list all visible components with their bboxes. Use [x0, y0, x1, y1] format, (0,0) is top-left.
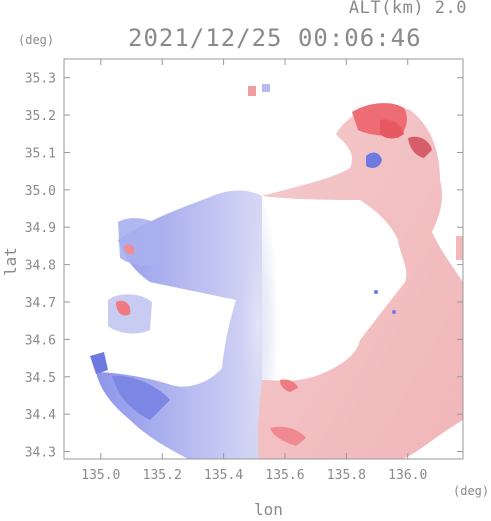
y-axis-ticks: 34.3 34.4 34.5 34.6 34.7 34.8 34.9 35.0 35.1 35.2…	[25, 72, 463, 461]
y-tick-label: 34.7	[25, 296, 56, 311]
y-tick-label: 35.0	[25, 184, 56, 199]
y-tick-label: 35.2	[25, 109, 56, 124]
y-tick-label: 34.6	[25, 333, 56, 348]
x-tick-label: 135.0	[81, 468, 120, 483]
x-axis-label: lon	[254, 500, 283, 519]
x-axis-unit: (deg)	[453, 484, 490, 498]
y-tick-label: 34.3	[25, 446, 56, 461]
positive-velocity-region	[257, 106, 463, 459]
x-tick-label: 135.4	[204, 468, 243, 483]
altitude-label: ALT(km) 2.0	[348, 0, 467, 18]
echo-field	[90, 84, 463, 459]
x-tick-label: 135.6	[265, 468, 304, 483]
y-axis-unit: (deg)	[18, 33, 55, 47]
y-tick-label: 34.8	[25, 259, 56, 274]
plot-frame	[63, 58, 464, 460]
y-tick-label: 34.4	[25, 408, 56, 423]
y-tick-label: 35.3	[25, 72, 56, 87]
x-tick-label: 135.2	[143, 468, 182, 483]
y-tick-label: 34.5	[25, 371, 56, 386]
timestamp-title: 2021/12/25 00:06:46	[128, 24, 422, 52]
y-tick-label: 34.9	[25, 221, 56, 236]
y-tick-label: 35.1	[25, 146, 56, 161]
x-tick-label: 135.8	[327, 468, 366, 483]
x-axis-ticks: 135.0 135.2 135.4 135.6 135.8 136.0	[81, 59, 427, 483]
x-tick-label: 136.0	[388, 468, 427, 483]
negative-spot-northeast	[366, 152, 382, 168]
echo-cluster-west	[118, 218, 160, 266]
